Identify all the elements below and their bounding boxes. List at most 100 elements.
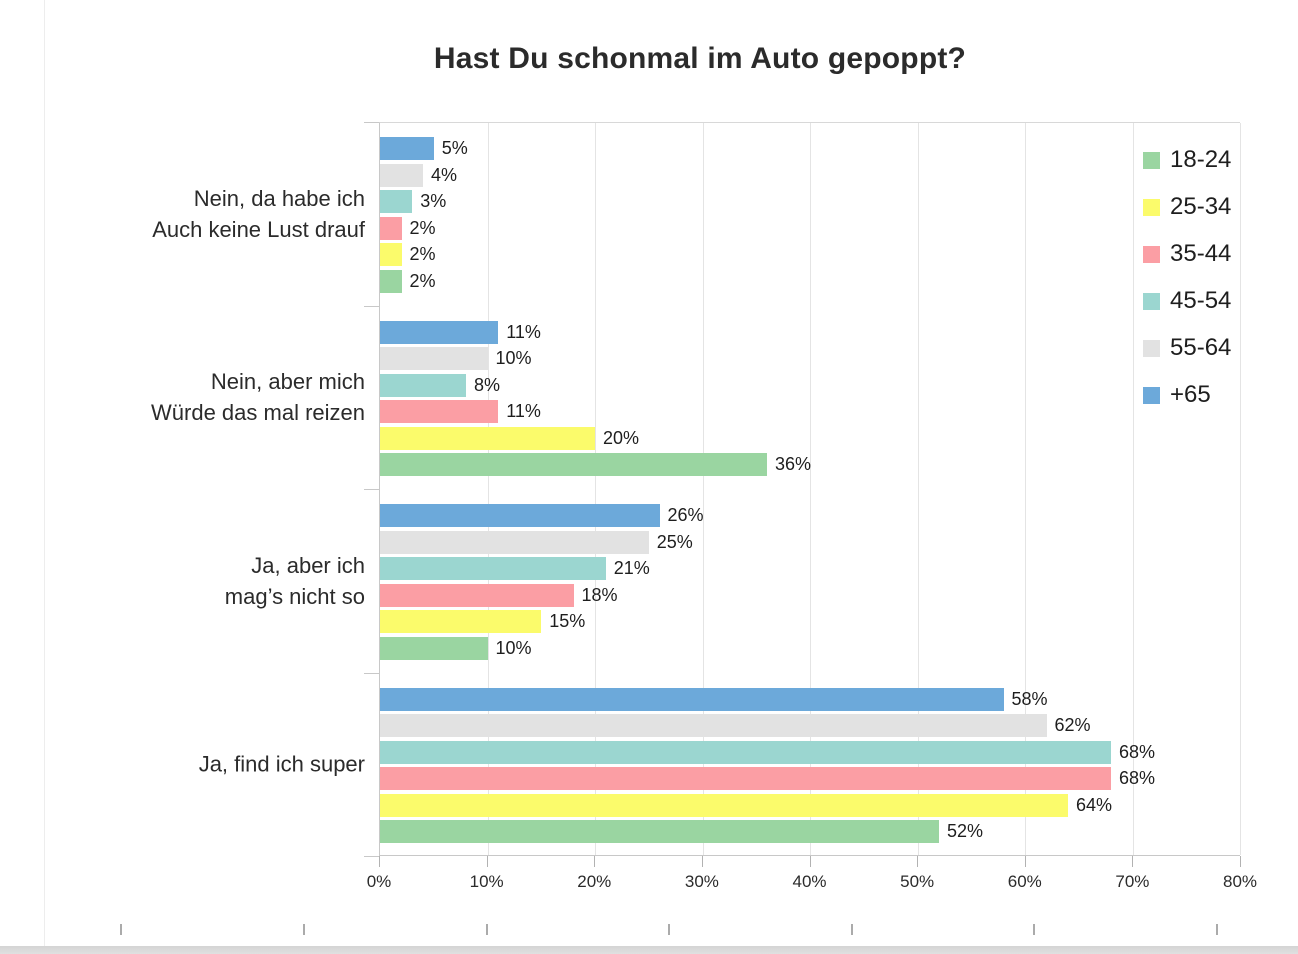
x-axis-tick	[594, 856, 596, 867]
category-label: Nein, aber mich Würde das mal reizen	[151, 369, 365, 426]
ruler-tick	[1033, 924, 1035, 935]
bar-row: 26%	[380, 504, 1240, 527]
bar-row: 52%	[380, 820, 1240, 843]
ruler-tick	[486, 924, 488, 935]
bar-value-label: 8%	[474, 374, 501, 395]
bar-25-34	[380, 426, 595, 450]
x-axis-tick	[1240, 856, 1241, 867]
bar-row: 18%	[380, 583, 1240, 607]
x-axis-tick	[1132, 856, 1134, 867]
bar-row: 11%	[380, 400, 1240, 423]
gridline	[1240, 123, 1241, 855]
bar-row: 2%	[380, 269, 1240, 293]
bar-row: 20%	[380, 426, 1240, 450]
legend-label: 45-54	[1170, 287, 1232, 314]
legend-label: 35-44	[1170, 240, 1232, 267]
bar-row: 25%	[380, 530, 1240, 554]
bar-group: 26% 25% 21% 18% 15% 10%	[380, 490, 1240, 674]
bar-value-label: 3%	[420, 191, 447, 211]
category-label: Ja, aber ich mag’s nicht so	[224, 552, 365, 609]
category-separator-tick	[364, 305, 379, 307]
bar-value-label: 36%	[775, 454, 812, 474]
bar-row: 10%	[380, 347, 1240, 370]
ruler-tick	[851, 924, 853, 935]
bar-45-54	[380, 373, 466, 397]
legend-swatch-icon	[1143, 339, 1160, 357]
x-axis-tick	[701, 856, 703, 867]
legend-item-25-34: 25-34	[1143, 193, 1232, 220]
legend-label: 25-34	[1170, 193, 1232, 220]
x-axis-tick	[379, 856, 380, 867]
ruler-tick	[1216, 924, 1218, 935]
x-axis-tick	[1024, 856, 1026, 867]
category-separator-tick	[364, 122, 379, 123]
bar-group: 11% 10% 8% 11% 20% 36%	[380, 307, 1240, 491]
bar-+65	[380, 137, 434, 160]
legend-swatch-icon	[1143, 245, 1160, 263]
bar-18-24	[380, 269, 402, 293]
x-axis-tick-label: 10%	[469, 872, 504, 891]
bar-row: 2%	[380, 243, 1240, 266]
legend-swatch-icon	[1143, 292, 1160, 310]
bar-45-54	[380, 740, 1111, 764]
bar-value-label: 11%	[506, 321, 541, 342]
x-axis-tick-label: 20%	[577, 872, 612, 891]
bar-value-label: 58%	[1011, 688, 1048, 709]
bar-row: 2%	[380, 216, 1240, 240]
bar-25-34	[380, 243, 402, 266]
category-separator-tick	[364, 489, 379, 490]
x-axis-tick-label: 40%	[792, 872, 827, 891]
bar-value-label: 68%	[1119, 768, 1156, 788]
gridline	[1132, 123, 1134, 855]
bar-value-label: 5%	[441, 138, 468, 158]
bar-value-label: 62%	[1054, 715, 1091, 735]
bottom-scrollbar-track[interactable]	[0, 946, 1298, 954]
bar-value-label: 4%	[431, 164, 458, 185]
legend-item-35-44: 35-44	[1143, 240, 1232, 267]
bar-35-44	[380, 583, 574, 607]
bar-value-label: 2%	[409, 217, 436, 238]
x-axis-tick	[486, 856, 488, 867]
x-axis-tick-label: 0%	[366, 872, 392, 891]
bar-55-64	[380, 347, 488, 370]
x-axis-tick-label: 50%	[900, 872, 935, 891]
bar-row: 21%	[380, 557, 1240, 580]
category-label: Nein, da habe ich Auch keine Lust drauf	[152, 185, 365, 242]
bar-value-label: 15%	[549, 611, 586, 631]
bar-18-24	[380, 636, 488, 660]
gridline	[810, 123, 811, 855]
legend-item-55-64: 55-64	[1143, 334, 1232, 361]
bar-row: 68%	[380, 767, 1240, 790]
gridline	[1025, 123, 1026, 855]
ruler-tick	[303, 924, 305, 935]
gridline	[487, 123, 489, 855]
x-axis-tick	[917, 856, 919, 867]
bar-row: 3%	[380, 190, 1240, 213]
bar-55-64	[380, 714, 1047, 737]
bar-value-label: 68%	[1119, 741, 1156, 762]
bar-group: 5% 4% 3% 2% 2% 2%	[380, 123, 1240, 307]
bar-55-64	[380, 530, 649, 554]
bar-35-44	[380, 216, 402, 240]
gridline	[595, 123, 596, 855]
legend-label: 55-64	[1170, 334, 1232, 361]
bar-row: 64%	[380, 793, 1240, 817]
bar-row: 58%	[380, 687, 1240, 711]
legend-item-+65: +65	[1143, 381, 1231, 408]
legend-label: 18-24	[1170, 146, 1232, 173]
bar-18-24	[380, 453, 767, 476]
legend-item-45-54: 45-54	[1143, 287, 1232, 314]
bar-18-24	[380, 820, 939, 843]
bar-45-54	[380, 190, 413, 213]
bar-row: 15%	[380, 610, 1240, 633]
gridline	[702, 123, 704, 855]
page-edge-divider	[44, 0, 45, 946]
legend-item-18-24: 18-24	[1143, 146, 1232, 173]
x-axis-tick	[809, 856, 811, 867]
bar-value-label: 18%	[581, 584, 618, 605]
bar-25-34	[380, 610, 542, 633]
bar-value-label: 2%	[409, 270, 436, 291]
bar-row: 5%	[380, 137, 1240, 160]
bar-45-54	[380, 557, 606, 580]
